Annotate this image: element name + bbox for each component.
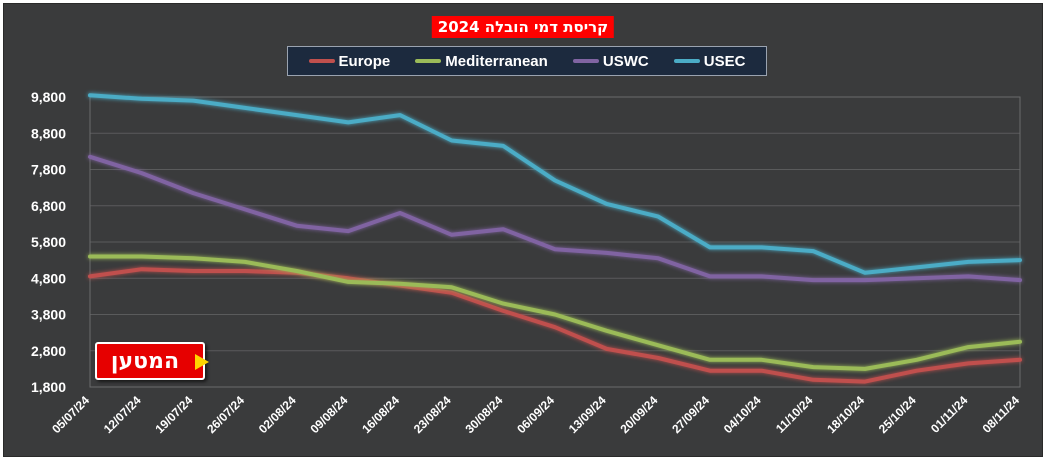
series-line-usec — [88, 93, 1022, 275]
x-tick-label: 01/11/24 — [928, 393, 971, 436]
legend-label-europe: Europe — [338, 52, 391, 70]
chart-legend: Europe Mediterranean USWC USEC — [287, 46, 767, 76]
legend-swatch-europe — [308, 59, 335, 63]
legend-swatch-usec — [673, 59, 700, 63]
legend-item-europe: Europe — [308, 52, 391, 70]
x-tick-label: 05/07/24 — [49, 393, 92, 436]
x-tick-label: 11/10/24 — [773, 393, 816, 436]
legend-label-uswc: USWC — [602, 52, 649, 70]
legend-label-mediterranean: Mediterranean — [445, 52, 548, 70]
x-tick-label: 04/10/24 — [721, 393, 764, 436]
series-line-uswc — [88, 154, 1022, 283]
x-tick-label: 08/11/24 — [980, 393, 1023, 436]
x-tick-label: 18/10/24 — [824, 393, 867, 436]
logo-arrow-icon — [195, 354, 209, 370]
legend-item-uswc: USWC — [572, 52, 649, 70]
legend-item-usec: USEC — [673, 52, 746, 70]
y-tick-label: 6,800 — [31, 198, 66, 214]
y-tick-label: 9,800 — [31, 89, 66, 105]
x-tick-label: 30/08/24 — [463, 393, 506, 436]
x-tick-label: 19/07/24 — [153, 393, 196, 436]
x-tick-label: 02/08/24 — [256, 393, 299, 436]
x-tick-label: 12/07/24 — [101, 393, 144, 436]
x-tick-label: 26/07/24 — [204, 393, 247, 436]
brand-logo: המטען — [95, 342, 209, 380]
x-tick-label: 23/08/24 — [411, 393, 454, 436]
y-tick-label: 3,800 — [31, 307, 66, 323]
brand-logo-text: המטען — [110, 348, 180, 374]
series-line-europe — [88, 267, 1022, 384]
x-tick-label: 09/08/24 — [308, 393, 351, 436]
y-tick-label: 1,800 — [31, 379, 66, 395]
x-tick-label: 27/09/24 — [669, 393, 712, 436]
series-line-mediterranean — [88, 254, 1022, 371]
x-tick-label: 06/09/24 — [514, 393, 557, 436]
plot-area — [89, 96, 1021, 388]
y-tick-label: 2,800 — [31, 343, 66, 359]
x-tick-label: 16/08/24 — [359, 393, 402, 436]
y-tick-label: 5,800 — [31, 234, 66, 250]
y-tick-label: 4,800 — [31, 270, 66, 286]
legend-item-mediterranean: Mediterranean — [415, 53, 548, 70]
x-tick-label: 20/09/24 — [618, 393, 661, 436]
legend-label-usec: USEC — [703, 52, 746, 70]
legend-swatch-mediterranean — [415, 59, 442, 63]
x-tick-label: 13/09/24 — [566, 393, 609, 436]
chart-title: קריסת דמי הובלה 2024 — [431, 16, 615, 38]
chart-frame: קריסת דמי הובלה 2024 Europe Mediterranea… — [3, 3, 1043, 457]
x-tick-label: 25/10/24 — [876, 393, 919, 436]
y-tick-label: 8,800 — [31, 125, 66, 141]
legend-swatch-uswc — [572, 59, 599, 63]
y-tick-label: 7,800 — [31, 162, 66, 178]
